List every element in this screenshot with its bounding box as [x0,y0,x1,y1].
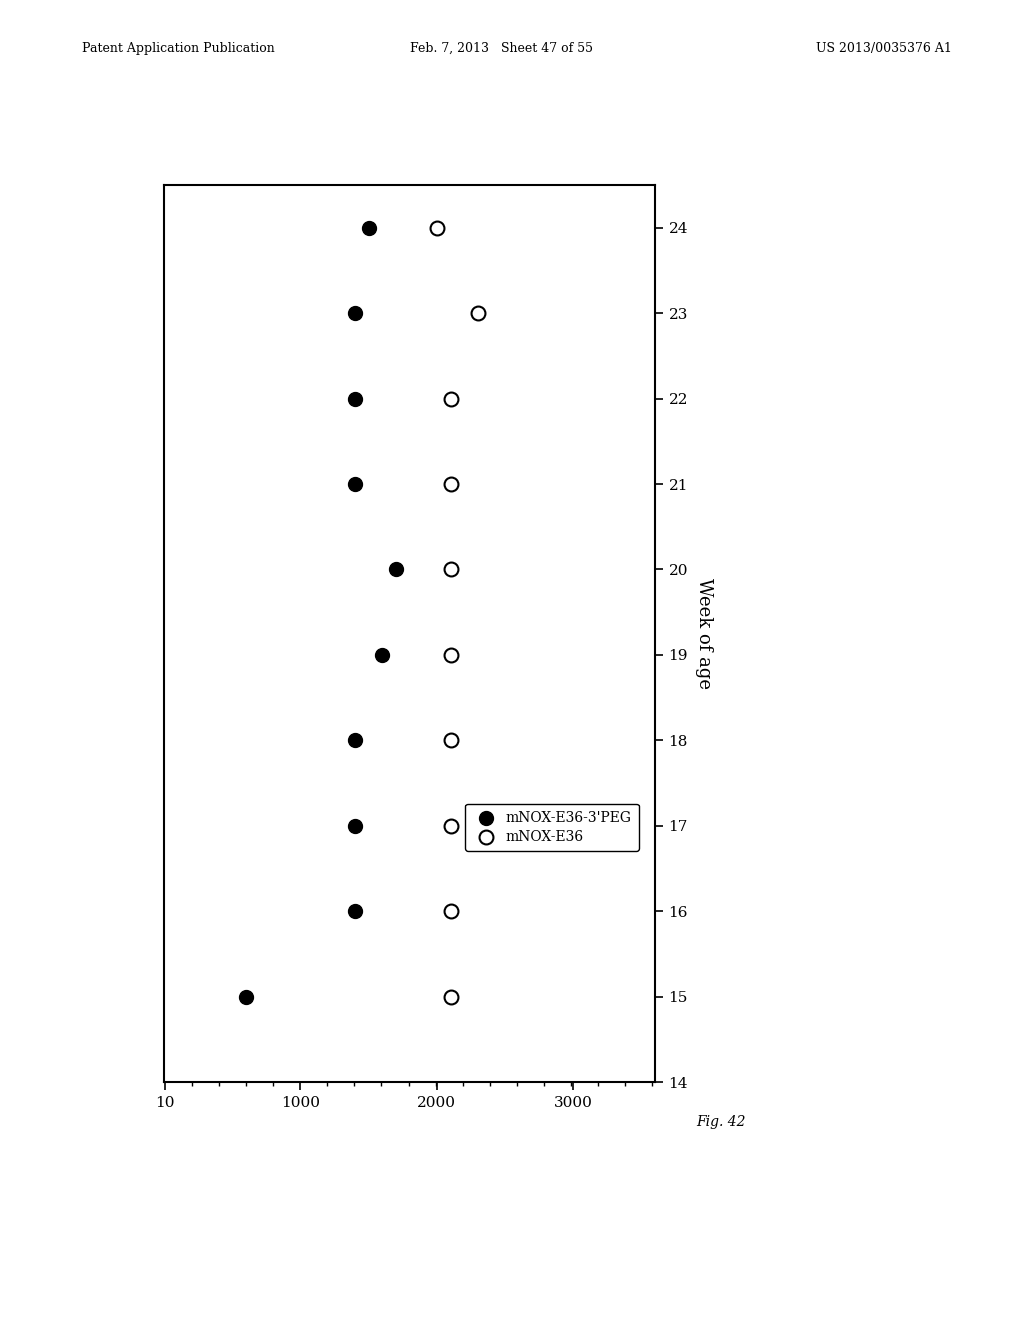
mNOX-E36 [470,302,486,323]
mNOX-E36-3'PEG [360,216,377,238]
Y-axis label: Week of age: Week of age [695,578,713,689]
mNOX-E36 [442,900,459,921]
mNOX-E36 [429,216,445,238]
mNOX-E36 [442,816,459,837]
mNOX-E36 [442,388,459,409]
mNOX-E36-3'PEG [347,302,364,323]
mNOX-E36-3'PEG [347,474,364,495]
Text: Fig. 42: Fig. 42 [696,1115,745,1130]
mNOX-E36-3'PEG [374,644,390,665]
mNOX-E36-3'PEG [347,388,364,409]
Legend: mNOX-E36-3'PEG, mNOX-E36: mNOX-E36-3'PEG, mNOX-E36 [465,804,639,851]
mNOX-E36 [442,730,459,751]
mNOX-E36 [442,558,459,579]
mNOX-E36 [442,986,459,1007]
mNOX-E36 [442,474,459,495]
mNOX-E36 [442,644,459,665]
Text: Feb. 7, 2013   Sheet 47 of 55: Feb. 7, 2013 Sheet 47 of 55 [410,42,593,55]
Text: US 2013/0035376 A1: US 2013/0035376 A1 [816,42,952,55]
mNOX-E36-3'PEG [347,730,364,751]
mNOX-E36-3'PEG [347,900,364,921]
mNOX-E36-3'PEG [347,816,364,837]
Text: Patent Application Publication: Patent Application Publication [82,42,274,55]
mNOX-E36-3'PEG [238,986,254,1007]
mNOX-E36-3'PEG [388,558,404,579]
